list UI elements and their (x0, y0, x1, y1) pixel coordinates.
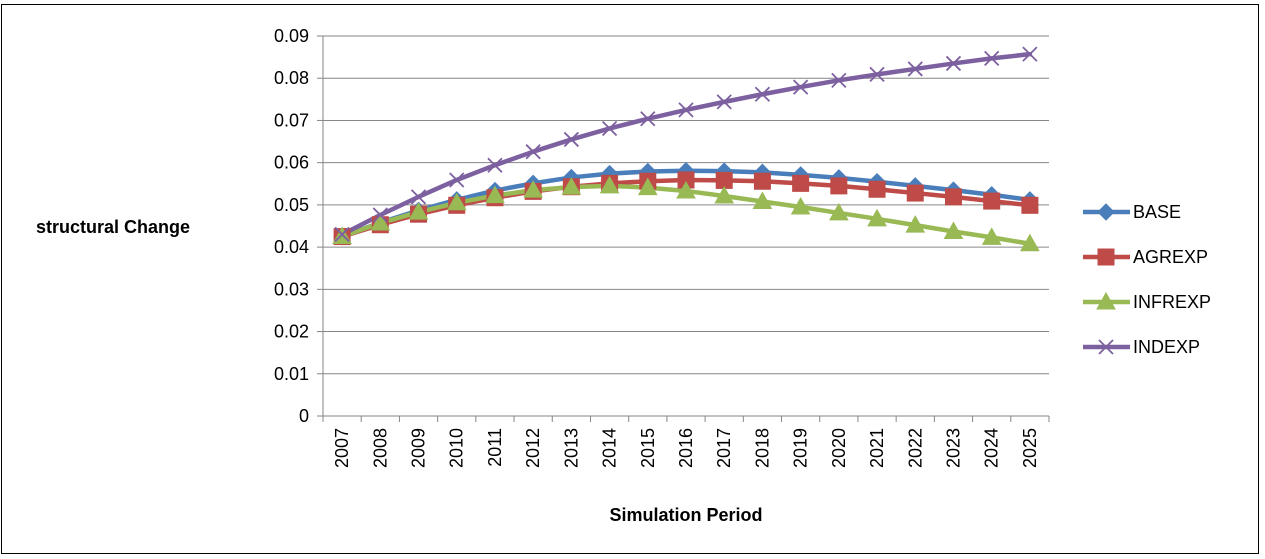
x-tick-label: 2019 (791, 428, 811, 468)
data-point-indexp (449, 172, 465, 188)
data-point-infrexp (676, 180, 696, 199)
data-point-indexp (678, 102, 694, 118)
data-point-infrexp (599, 175, 620, 194)
x-tick-label: 2007 (332, 428, 352, 468)
y-tick-label: 0.03 (274, 279, 309, 299)
x-tick-label: 2016 (676, 428, 696, 468)
data-point-infrexp (408, 202, 429, 220)
x-tick-label: 2017 (714, 428, 734, 468)
x-tick-label: 2022 (905, 428, 925, 468)
x-tick-label: 2009 (409, 428, 429, 468)
data-point-infrexp (523, 180, 544, 198)
x-tick-label: 2018 (752, 428, 772, 468)
data-point-indexp (640, 111, 656, 127)
data-point-infrexp (637, 177, 658, 196)
axis-labels: structural Change Simulation Period 0 0.0… (36, 26, 1040, 525)
data-point-indexp (563, 131, 580, 148)
data-point-agrexp (715, 171, 733, 189)
legend-marker (1098, 339, 1114, 355)
legend-marker (1097, 248, 1115, 266)
x-tick-label: 2008 (370, 428, 390, 468)
data-point-agrexp (944, 188, 962, 206)
y-tick-label: 0.04 (274, 237, 309, 257)
series-lines (339, 51, 1033, 246)
data-point-agrexp (830, 177, 848, 195)
data-point-indexp (372, 207, 388, 223)
legend-label: AGREXP (1133, 247, 1208, 267)
data-point-infrexp (828, 202, 849, 221)
legend-item-base: BASE (1083, 202, 1181, 222)
data-point-agrexp (906, 184, 924, 202)
x-tick-label: 2014 (600, 428, 620, 468)
data-point-infrexp (752, 191, 773, 210)
legend-item-infrexp: INFREXP (1083, 291, 1211, 312)
data-point-infrexp (867, 208, 887, 227)
legend-marker (1096, 291, 1116, 310)
data-point-indexp (984, 50, 1000, 67)
x-tick-label: 2012 (523, 428, 543, 468)
data-point-indexp (1022, 46, 1038, 62)
data-point-infrexp (561, 177, 582, 195)
y-tick-label: 0.05 (274, 195, 309, 215)
data-point-indexp (487, 157, 503, 173)
data-point-indexp (869, 66, 885, 83)
y-tick-label: 0.07 (274, 110, 309, 130)
legend-label: INDEXP (1133, 337, 1200, 357)
legend-label: BASE (1133, 202, 1181, 222)
data-point-indexp (907, 61, 923, 77)
x-axis-title: Simulation Period (609, 505, 762, 525)
chart-frame (1, 4, 1259, 554)
y-tick-label: 0.08 (274, 68, 309, 88)
x-tick-label: 2021 (867, 428, 887, 468)
data-point-indexp (945, 55, 962, 72)
legend-label: INFREXP (1133, 292, 1211, 312)
legend: BASE AGREXP INFREXP INDEXP (1083, 202, 1211, 357)
data-point-agrexp (753, 172, 771, 190)
legend-marker (1097, 203, 1115, 221)
legend-item-agrexp: AGREXP (1083, 247, 1208, 267)
data-point-infrexp (790, 196, 811, 215)
data-point-agrexp (1021, 196, 1039, 214)
x-tick-label: 2024 (982, 428, 1002, 468)
data-point-indexp (716, 94, 732, 110)
data-point-indexp (601, 120, 618, 137)
legend-item-indexp: INDEXP (1083, 337, 1200, 357)
data-point-infrexp (1020, 233, 1040, 252)
data-point-indexp (754, 86, 771, 102)
data-point-agrexp (868, 180, 886, 198)
y-tick-label: 0.06 (274, 153, 309, 173)
data-point-indexp (831, 72, 847, 88)
x-tick-label: 2025 (1020, 428, 1040, 468)
y-tick-label: 0.01 (274, 364, 309, 384)
axes (317, 35, 1050, 422)
y-tick-label: 0.02 (274, 322, 309, 342)
data-point-infrexp (981, 227, 1002, 245)
y-tick-label: 0 (299, 406, 309, 426)
series-markers (332, 46, 1040, 252)
data-point-indexp (334, 226, 350, 243)
data-point-indexp (792, 79, 809, 95)
y-tick-label: 0.09 (274, 26, 309, 46)
data-point-indexp (410, 189, 427, 205)
data-point-infrexp (370, 213, 391, 231)
data-point-infrexp (714, 186, 735, 204)
x-tick-label: 2013 (561, 428, 581, 468)
data-point-infrexp (485, 185, 505, 204)
x-tick-label: 2015 (638, 428, 658, 468)
data-point-infrexp (905, 215, 926, 233)
data-point-agrexp (792, 174, 810, 192)
x-tick-label: 2020 (829, 428, 849, 468)
x-tick-label: 2023 (943, 428, 963, 468)
data-point-infrexp (446, 192, 467, 211)
data-point-indexp (525, 144, 541, 160)
x-tick-label: 2010 (447, 428, 467, 468)
data-point-agrexp (983, 192, 1001, 210)
data-point-infrexp (943, 221, 964, 239)
x-tick-label: 2011 (485, 428, 505, 467)
y-axis-title: structural Change (36, 217, 190, 237)
